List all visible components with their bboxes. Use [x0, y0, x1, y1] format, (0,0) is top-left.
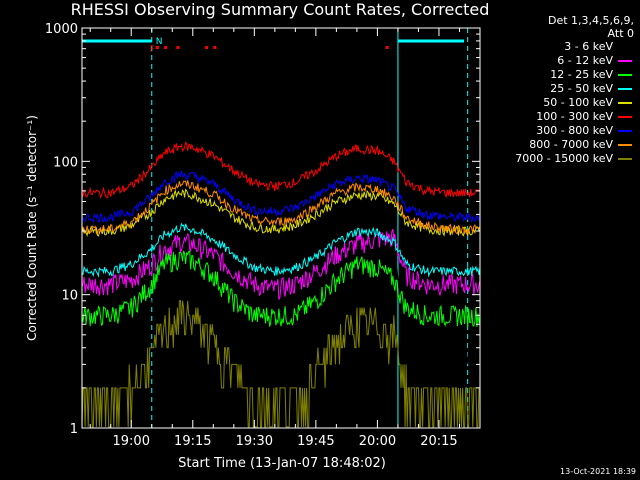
- y-axis-label: Corrected Count Rate (s⁻¹ detector⁻¹): [25, 115, 39, 341]
- y-axis: 1 10 100 1000: [45, 22, 480, 437]
- legend-item: 7000 - 15000 keV: [515, 152, 632, 166]
- legend-label: 25 - 50 keV: [550, 82, 613, 95]
- legend-swatch: [618, 60, 632, 62]
- legend-swatch: [618, 46, 632, 48]
- flag-mark: [213, 46, 217, 49]
- flag-label: F: [150, 45, 155, 55]
- legend-item: 3 - 6 keV: [515, 40, 632, 54]
- legend-item: 800 - 7000 keV: [515, 138, 632, 152]
- time-markers: NF: [82, 28, 469, 428]
- plot-frame: [81, 27, 481, 429]
- legend-swatch: [618, 130, 632, 132]
- legend-label: 3 - 6 keV: [564, 40, 613, 53]
- series-line-4: [81, 188, 481, 238]
- series-line-1: [81, 228, 481, 300]
- x-tick-label: 19:00: [113, 434, 150, 449]
- series-line-8: [81, 300, 480, 428]
- x-axis: 19:00 19:15 19:30 19:45 20:00 20:15: [89, 28, 481, 449]
- legend-item: 100 - 300 keV: [515, 110, 632, 124]
- y-tick-label: 100: [53, 155, 78, 170]
- legend-swatch: [618, 88, 632, 90]
- legend-swatch: [618, 74, 632, 76]
- date-stamp: 13-Oct-2021 18:39: [560, 467, 636, 476]
- legend-swatch: [618, 144, 632, 146]
- chart-title: RHESSI Observing Summary Count Rates, Co…: [70, 0, 490, 19]
- flag-mark: [155, 46, 159, 49]
- flag-mark: [205, 46, 209, 49]
- coverage-label: N: [156, 37, 163, 47]
- detector-info-line-1: Det 1,3,4,5,6,9,: [547, 14, 634, 27]
- legend-label: 6 - 12 keV: [557, 54, 613, 67]
- legend-swatch: [618, 102, 632, 104]
- x-tick-label: 20:15: [420, 434, 457, 449]
- series-group: [81, 141, 481, 428]
- detector-info-line-2: Att 0: [607, 27, 634, 40]
- flag-mark: [176, 46, 180, 49]
- x-tick-label: 20:00: [359, 434, 396, 449]
- series-line-7: [81, 180, 481, 236]
- legend-label: 7000 - 15000 keV: [515, 152, 613, 165]
- plot-border: [81, 27, 481, 429]
- legend-item: 50 - 100 keV: [515, 96, 632, 110]
- legend-item: 300 - 800 keV: [515, 124, 632, 138]
- legend: 3 - 6 keV 6 - 12 keV 12 - 25 keV 25 - 50 ke…: [515, 40, 632, 166]
- series-line-6: [81, 170, 481, 224]
- legend-item: 25 - 50 keV: [515, 82, 632, 96]
- legend-label: 800 - 7000 keV: [529, 138, 613, 151]
- legend-label: 300 - 800 keV: [536, 124, 613, 137]
- flag-mark: [164, 46, 168, 49]
- series-line-3: [81, 222, 481, 278]
- series-line-2: [81, 250, 481, 328]
- flag-mark: [385, 46, 389, 49]
- legend-label: 50 - 100 keV: [543, 96, 613, 109]
- legend-item: 12 - 25 keV: [515, 68, 632, 82]
- x-tick-label: 19:30: [236, 434, 273, 449]
- y-tick-label: 10: [61, 289, 78, 304]
- legend-label: 100 - 300 keV: [536, 110, 613, 123]
- legend-swatch: [618, 158, 632, 160]
- legend-swatch: [618, 116, 632, 118]
- detector-info: Det 1,3,4,5,6,9, Att 0: [548, 14, 634, 40]
- y-tick-label: 1000: [45, 22, 78, 37]
- x-tick-label: 19:45: [297, 434, 334, 449]
- x-axis-label: Start Time (13-Jan-07 18:48:02): [178, 456, 386, 471]
- legend-item: 6 - 12 keV: [515, 54, 632, 68]
- series-line-5: [81, 141, 481, 199]
- y-tick-label: 1: [70, 422, 78, 437]
- x-tick-label: 19:15: [174, 434, 211, 449]
- legend-label: 12 - 25 keV: [550, 68, 613, 81]
